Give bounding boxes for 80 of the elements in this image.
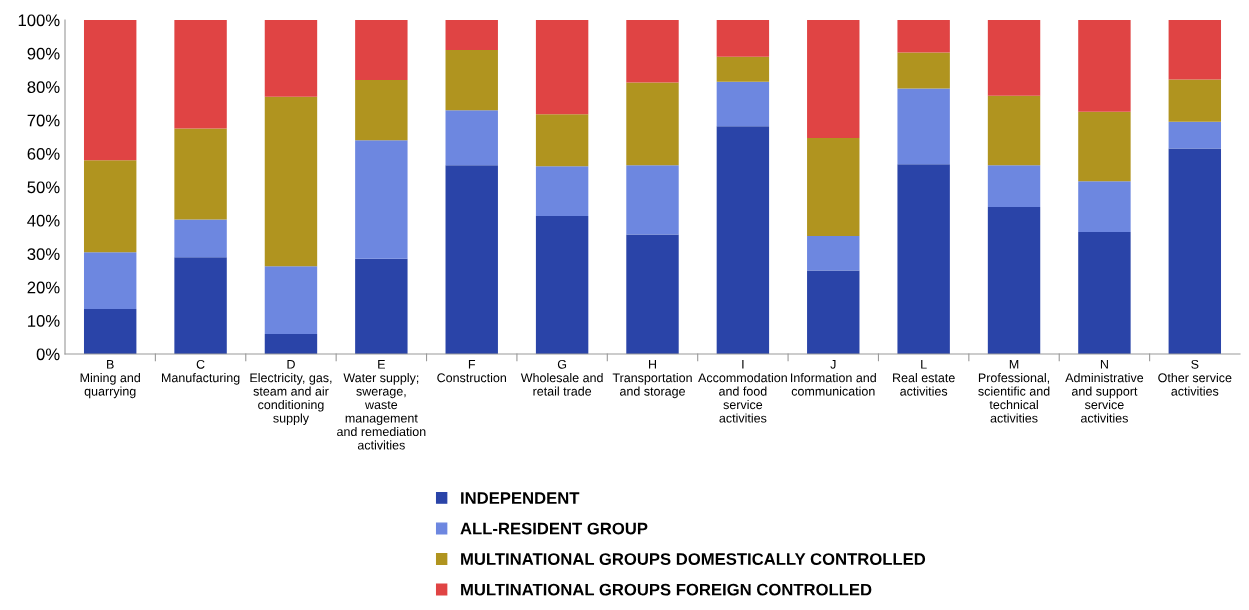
legend-label: MULTINATIONAL GROUPS DOMESTICALLY CONTROLLED: [461, 553, 926, 565]
bar: [1168, 79, 1222, 122]
bar: [535, 166, 589, 217]
bar: [83, 20, 137, 161]
y-tick-label: 60%: [27, 148, 60, 160]
bar: [716, 20, 770, 57]
bar: [1078, 181, 1131, 233]
bar: [807, 137, 860, 237]
bar: [897, 52, 950, 89]
bar: [716, 126, 770, 354]
x-tick-label: J Information and communication: [791, 360, 876, 396]
x-tick-label: L Real estate activities: [893, 360, 955, 396]
bar: [626, 20, 679, 83]
bar: [987, 95, 1041, 166]
bar: [1168, 121, 1222, 149]
bar: [987, 20, 1041, 96]
bar: [83, 252, 137, 309]
bar: [716, 56, 770, 82]
y-tick-label: 90%: [27, 47, 60, 60]
x-tick-label: E Water supply; swerage, waste management and remediation activities: [337, 360, 426, 450]
bar: [626, 82, 679, 166]
bar: [1078, 20, 1131, 112]
bar: [1168, 20, 1222, 80]
bar: [535, 20, 589, 115]
bar: [716, 81, 770, 127]
bar: [174, 219, 227, 258]
bar: [445, 20, 498, 51]
legend-label: ALL-RESIDENT GROUP: [460, 522, 648, 535]
bar: [535, 114, 589, 167]
bar: [264, 266, 318, 334]
bar: [1078, 111, 1131, 182]
y-tick-label: 40%: [27, 214, 60, 227]
bar: [897, 88, 950, 165]
bar: [355, 20, 408, 81]
y-tick-label: 80%: [27, 81, 60, 93]
y-tick-label: 50%: [27, 181, 60, 194]
x-tick-label: G Wholesale and retail trade: [520, 359, 603, 396]
bar: [1078, 232, 1131, 354]
y-tick-label: 30%: [27, 248, 60, 260]
bar: [83, 308, 137, 354]
x-tick-label: M Professional, scientific and technical activities: [978, 360, 1050, 423]
bar: [355, 140, 408, 259]
bar: [355, 80, 408, 141]
bar: [174, 20, 227, 129]
bar: [807, 270, 860, 354]
bar: [807, 236, 860, 271]
x-tick-label: B Mining and quarrying: [80, 360, 140, 399]
bar: [897, 20, 950, 53]
bar: [987, 165, 1041, 208]
x-tick-label: F Construction: [437, 360, 507, 383]
y-tick-label: 0%: [36, 348, 60, 361]
bar: [987, 207, 1041, 354]
legend-label: MULTINATIONAL GROUPS FOREIGN CONTROLLED: [461, 583, 872, 596]
y-tick-label: 70%: [27, 114, 60, 127]
bar: [174, 257, 227, 354]
bar: [807, 20, 860, 138]
bar: [626, 234, 679, 354]
bar: [264, 20, 318, 97]
x-tick-label: N Administrative and support service activities: [1065, 360, 1144, 423]
x-tick-label: I Accommodation and food service activities: [698, 360, 787, 423]
bar: [174, 128, 227, 220]
x-tick-label: D Electricity, gas, steam and air conditioning supply: [250, 360, 332, 426]
legend-label: INDEPENDENT: [461, 492, 580, 504]
bar: [445, 165, 498, 354]
x-tick-label: H Transportation and storage: [612, 360, 692, 399]
bar: [355, 258, 408, 354]
bar: [1168, 148, 1222, 354]
bar: [897, 164, 950, 354]
bar: [626, 165, 679, 235]
y-tick-label: 100%: [18, 14, 60, 27]
bar: [83, 160, 137, 253]
x-tick-label: S Other service activities: [1158, 359, 1232, 396]
y-tick-label: 10%: [28, 315, 60, 327]
bar: [264, 96, 318, 267]
bar: [535, 216, 589, 354]
y-tick-label: 20%: [27, 281, 60, 294]
x-tick-label: C Manufacturing: [162, 359, 240, 385]
bar: [445, 110, 498, 166]
bar: [445, 50, 498, 111]
bar: [264, 333, 318, 354]
